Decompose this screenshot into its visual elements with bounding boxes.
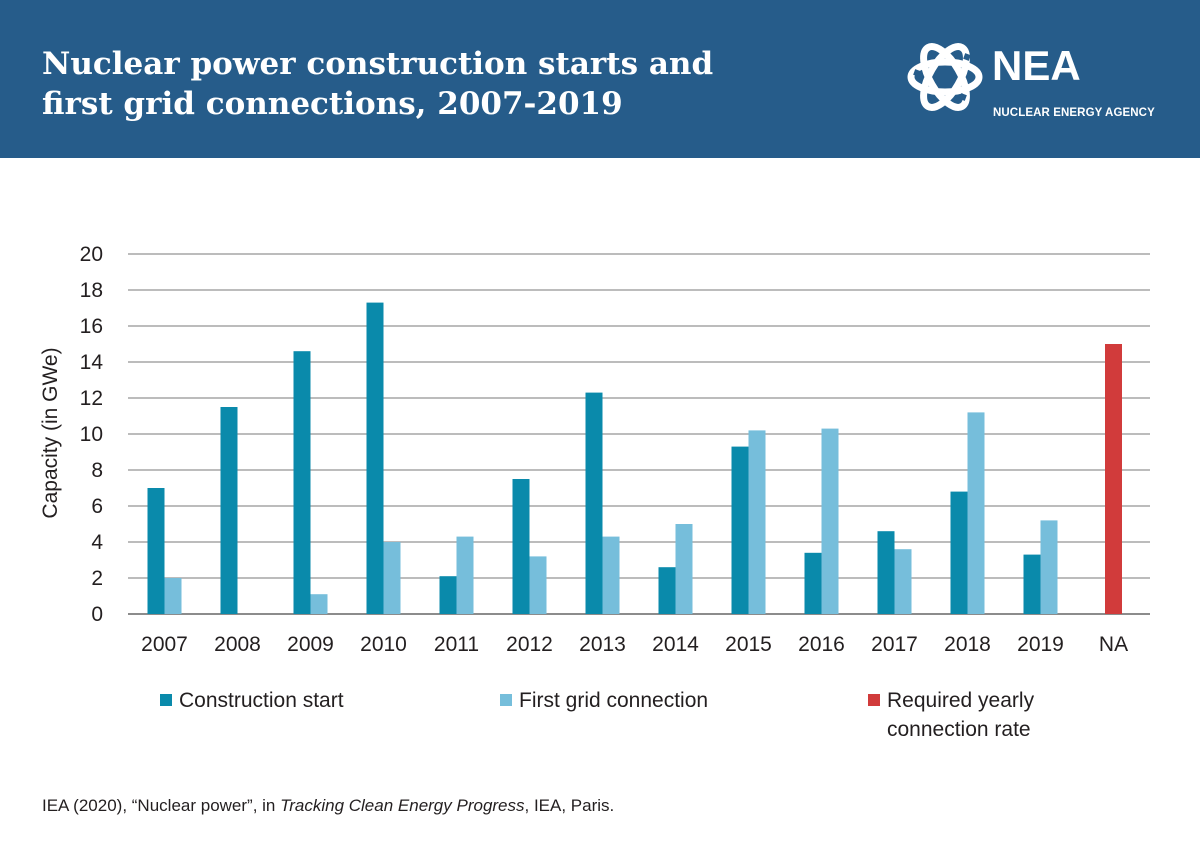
bar-required-yearly-connection-rate-na	[1105, 344, 1122, 614]
bar-first-grid-connection-2013	[602, 536, 620, 614]
bar-construction-start-2015	[731, 446, 749, 614]
x-tick-label: 2015	[725, 633, 772, 656]
x-tick-label: 2008	[214, 633, 261, 656]
x-tick-label: 2007	[141, 633, 188, 656]
atom-logo-icon	[907, 43, 983, 111]
x-tick-label: 2017	[871, 633, 918, 656]
x-tick-label: 2010	[360, 633, 407, 656]
chart-title-line-2: first grid connections, 2007-2019	[42, 86, 623, 122]
logo-name: NEA	[992, 42, 1081, 89]
y-tick-label: 8	[91, 459, 103, 482]
bar-first-grid-connection-2012	[529, 556, 547, 614]
bar-construction-start-2017	[877, 531, 895, 614]
source-suffix: , IEA, Paris.	[524, 796, 615, 815]
y-tick-label: 10	[80, 423, 103, 446]
bar-first-grid-connection-2010	[383, 542, 401, 614]
bar-construction-start-2007	[147, 488, 165, 614]
bar-first-grid-connection-2014	[675, 524, 693, 614]
bar-first-grid-connection-2018	[967, 412, 985, 614]
legend-label-required-rate-line-2: connection rate	[887, 718, 1031, 741]
source-note: IEA (2020), “Nuclear power”, in Tracking…	[42, 795, 614, 817]
x-tick-label: 2018	[944, 633, 991, 656]
y-tick-label: 6	[91, 495, 103, 518]
x-tick-label: 2009	[287, 633, 334, 656]
y-tick-label: 0	[91, 603, 103, 626]
y-tick-label: 18	[80, 279, 103, 302]
y-axis-label: Capacity (in GWe)	[39, 347, 62, 518]
gridlines	[128, 253, 1150, 615]
logo-subtitle: NUCLEAR ENERGY AGENCY	[993, 107, 1155, 119]
x-tick-label: 2012	[506, 633, 553, 656]
bar-first-grid-connection-2011	[456, 536, 474, 614]
bar-first-grid-connection-2019	[1040, 520, 1058, 614]
y-tick-label: 4	[91, 531, 103, 554]
legend-label-first-grid-connection: First grid connection	[519, 689, 709, 712]
source-prefix: IEA (2020), “Nuclear power”, in	[42, 796, 281, 815]
x-tick-label: 2019	[1017, 633, 1064, 656]
legend-label-construction-start: Construction start	[179, 689, 344, 712]
y-tick-label: 2	[91, 567, 103, 590]
bar-construction-start-2012	[512, 479, 530, 614]
x-tick-label: 2011	[434, 633, 479, 656]
bar-first-grid-connection-2015	[748, 430, 766, 614]
legend-swatch-first-grid-connection	[500, 694, 512, 706]
bar-construction-start-2019	[1023, 554, 1041, 614]
y-tick-label: 12	[80, 387, 103, 410]
bar-construction-start-2014	[658, 567, 676, 614]
legend-swatch-construction-start	[160, 694, 172, 706]
y-tick-label: 20	[80, 243, 103, 266]
bar-construction-start-2018	[950, 491, 968, 614]
bar-first-grid-connection-2016	[821, 428, 839, 614]
source-publication: Tracking Clean Energy Progress	[280, 796, 525, 815]
bars	[147, 302, 1122, 614]
bar-first-grid-connection-2007	[164, 578, 182, 614]
chart-title-line-1: Nuclear power construction starts and	[42, 46, 714, 82]
y-tick-label: 16	[80, 315, 103, 338]
x-tick-label: 2014	[652, 633, 699, 656]
bar-construction-start-2013	[585, 392, 603, 614]
y-tick-labels: 0 2 4 6 8 10 12 14 16 18 20	[80, 243, 104, 626]
y-tick-label: 14	[80, 351, 104, 374]
bar-construction-start-2008	[220, 407, 238, 614]
x-tick-label: 2016	[798, 633, 845, 656]
bar-first-grid-connection-2009	[310, 594, 328, 614]
bar-construction-start-2010	[366, 302, 384, 614]
bar-construction-start-2009	[293, 351, 311, 614]
legend-swatch-required-rate	[868, 694, 880, 706]
nea-logo: NEA NUCLEAR ENERGY AGENCY	[906, 38, 1176, 119]
chart-title: Nuclear power construction starts and fi…	[42, 44, 762, 124]
x-tick-label: NA	[1099, 633, 1128, 656]
x-tick-label: 2013	[579, 633, 626, 656]
bar-construction-start-2016	[804, 552, 822, 614]
x-tick-labels: 2007 2008 2009 2010 2011 2012 2013 2014 2015 2016…	[141, 633, 1128, 656]
bar-first-grid-connection-2017	[894, 549, 912, 614]
bar-construction-start-2011	[439, 576, 457, 614]
legend-label-required-rate-line-1: Required yearly	[887, 689, 1035, 712]
header-banner: Nuclear power construction starts and fi…	[0, 0, 1200, 158]
